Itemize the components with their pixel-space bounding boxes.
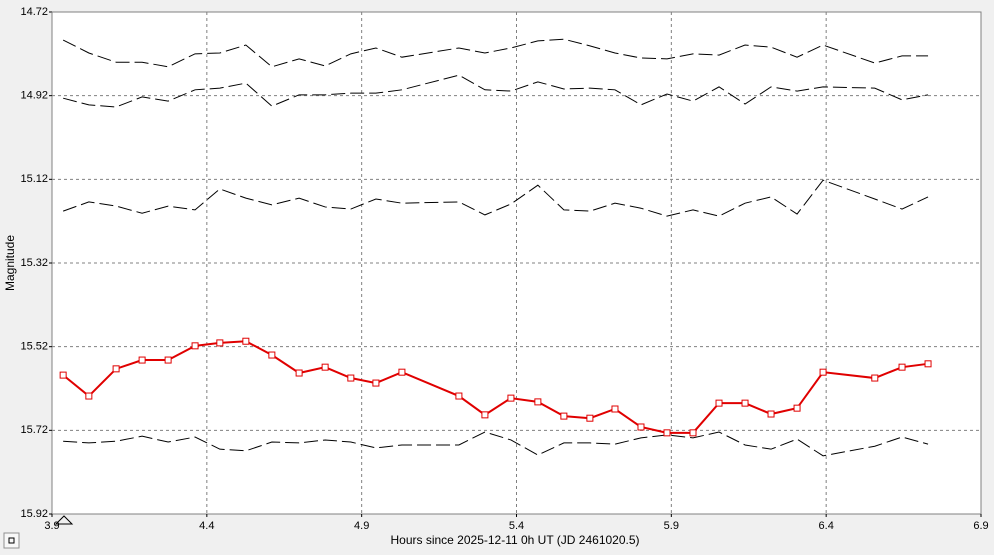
x-tick-label: 3.9 [44, 520, 59, 532]
series-line [62, 340, 929, 434]
y-tick-label: 15.72 [20, 424, 48, 436]
data-point [767, 410, 775, 418]
data-point [191, 342, 199, 350]
data-point [295, 369, 303, 377]
y-axis-label: Magnitude [3, 235, 17, 291]
data-point [455, 392, 463, 400]
y-tick-label: 14.92 [20, 90, 48, 102]
data-point [59, 371, 67, 379]
y-tick-label: 14.72 [20, 6, 48, 18]
data-point [372, 379, 380, 387]
x-tick-label: 6.4 [819, 520, 834, 532]
data-point [534, 398, 542, 406]
data-point [398, 368, 406, 376]
data-point [242, 337, 250, 345]
data-point [637, 423, 645, 431]
data-point [898, 363, 906, 371]
series-line [62, 38, 929, 68]
data-point [321, 363, 329, 371]
series-line [63, 74, 929, 108]
data-point [112, 365, 120, 373]
x-tick-label: 6.9 [973, 520, 988, 532]
zoom-marker[interactable] [54, 515, 74, 525]
series-line [63, 431, 929, 457]
series-line [62, 179, 929, 217]
x-tick-label: 5.4 [509, 520, 524, 532]
x-tick-label: 5.9 [664, 520, 679, 532]
data-point [268, 351, 276, 359]
data-point [85, 392, 93, 400]
y-tick-label: 15.12 [20, 173, 48, 185]
y-tick-label: 15.32 [20, 257, 48, 269]
y-tick-label: 15.52 [20, 341, 48, 353]
y-tick-label: 15.92 [20, 508, 48, 520]
data-point [507, 394, 515, 402]
data-point [689, 429, 697, 437]
data-point [611, 405, 619, 413]
x-tick-label: 4.4 [199, 520, 214, 532]
data-point [138, 356, 146, 364]
data-point [347, 374, 355, 382]
data-point [164, 356, 172, 364]
data-point [819, 368, 827, 376]
toggle-icon [8, 537, 15, 544]
data-point [793, 404, 801, 412]
data-point [715, 399, 723, 407]
x-axis-label: Hours since 2025-12-11 0h UT (JD 2461020… [390, 533, 639, 547]
data-point [216, 339, 224, 347]
data-point [741, 399, 749, 407]
data-point [871, 374, 879, 382]
data-point [481, 411, 489, 419]
data-point [586, 414, 594, 422]
data-point [663, 429, 671, 437]
x-tick-label: 4.9 [354, 520, 369, 532]
data-point [924, 360, 932, 368]
toggle-button[interactable] [3, 532, 20, 549]
data-point [560, 412, 568, 420]
